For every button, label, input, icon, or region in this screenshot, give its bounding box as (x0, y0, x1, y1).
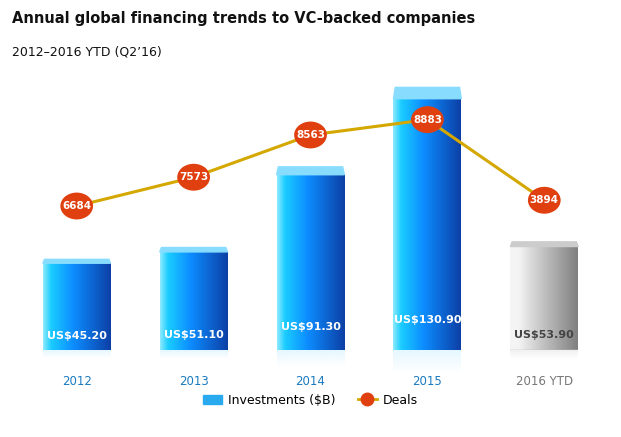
Text: US$45.20: US$45.20 (47, 331, 107, 341)
Text: 2012–2016 YTD (Q2’16): 2012–2016 YTD (Q2’16) (12, 46, 162, 59)
Text: US$53.90: US$53.90 (514, 329, 574, 340)
Ellipse shape (411, 106, 444, 133)
Text: 2012: 2012 (61, 375, 92, 388)
Text: US$91.30: US$91.30 (281, 323, 340, 333)
Legend: Investments ($B), Deals: Investments ($B), Deals (198, 388, 423, 412)
Text: 8883: 8883 (413, 114, 442, 125)
Text: 2015: 2015 (412, 375, 442, 388)
Text: US$130.90: US$130.90 (394, 315, 461, 325)
Ellipse shape (177, 164, 210, 191)
Text: 7573: 7573 (179, 172, 208, 182)
Text: 3894: 3894 (530, 195, 559, 205)
Text: 8563: 8563 (296, 130, 325, 140)
Polygon shape (510, 242, 578, 246)
Text: 2016 YTD: 2016 YTD (515, 375, 573, 388)
Text: Annual global financing trends to VC-backed companies: Annual global financing trends to VC-bac… (12, 11, 476, 26)
Text: 6684: 6684 (62, 201, 91, 211)
Text: 2014: 2014 (296, 375, 325, 388)
Text: 2013: 2013 (179, 375, 209, 388)
Polygon shape (43, 259, 111, 263)
Ellipse shape (528, 187, 561, 214)
Polygon shape (160, 247, 227, 252)
Ellipse shape (60, 193, 93, 219)
Ellipse shape (294, 121, 327, 149)
Text: US$51.10: US$51.10 (164, 330, 224, 340)
Polygon shape (394, 87, 461, 99)
Polygon shape (276, 167, 345, 175)
